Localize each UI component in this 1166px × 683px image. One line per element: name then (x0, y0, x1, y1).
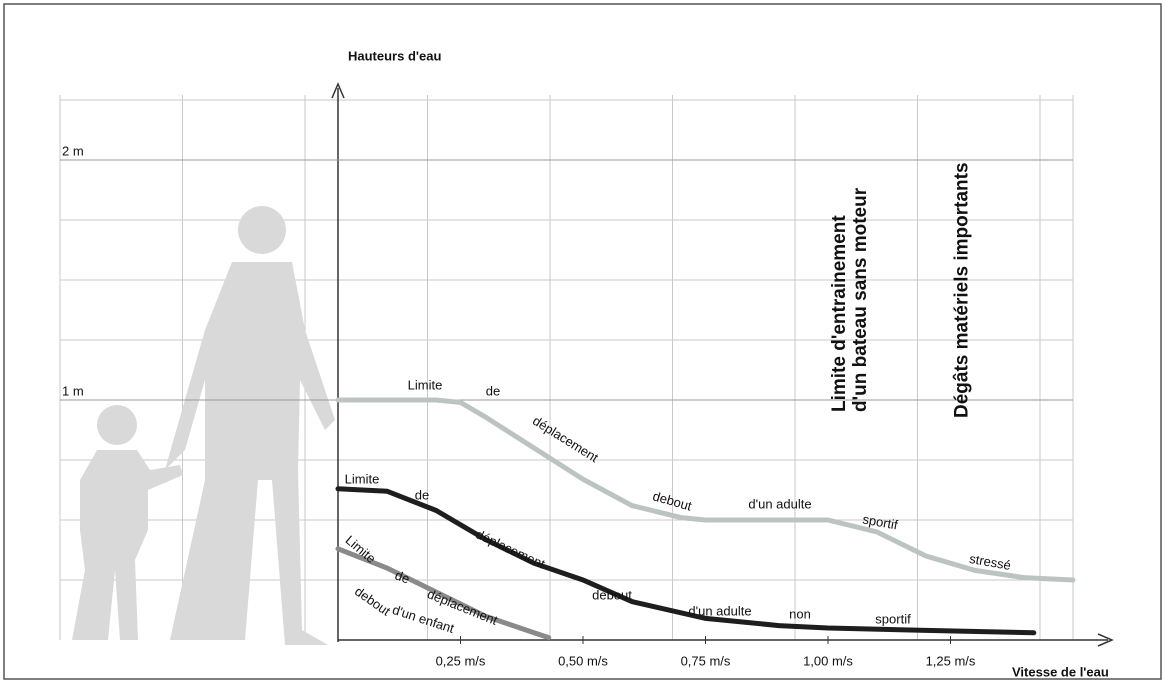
x-tick-label: 0,75 m/s (681, 653, 731, 668)
curve-label: sportif (875, 611, 911, 626)
curve-label: d'un adulte (688, 603, 751, 618)
x-tick-label: 0,50 m/s (558, 653, 608, 668)
silhouettes (72, 206, 335, 645)
curve-label: Limite (345, 471, 380, 486)
curve-label: non (789, 606, 811, 621)
x-tick-label: 1,00 m/s (803, 653, 853, 668)
y-axis-arrow (331, 82, 345, 99)
curve (335, 397, 1076, 583)
curve-label: Limite (408, 377, 443, 392)
curve-label: debout (592, 587, 632, 602)
curve (335, 546, 552, 641)
x-tick-label: 1,25 m/s (926, 653, 976, 668)
curve-label: d'un adulte (748, 496, 811, 511)
curve-label: debout (352, 584, 393, 619)
curve (335, 486, 1037, 636)
x-tick-label: 0,25 m/s (436, 653, 486, 668)
y-tick-label: 2 m (62, 143, 84, 158)
curve-label: de (486, 383, 500, 398)
curve-label: stressé (968, 551, 1012, 573)
y-axis-label: Hauteurs d'eau (348, 48, 441, 63)
vertical-annotation: d'un bateau sans moteur (850, 187, 871, 412)
x-axis-arrow (1097, 633, 1114, 647)
curve-label: de (415, 487, 429, 502)
curve-label: de (393, 567, 412, 586)
curve-label: déplacement (474, 527, 548, 572)
vertical-annotation: Limite d'entrainement (829, 215, 850, 412)
y-tick-label: 1 m (62, 383, 84, 398)
vertical-annotation: Dégâts matériels importants (952, 162, 973, 418)
x-axis-label: Vitesse de l'eau (1012, 664, 1109, 679)
curve-label: déplacement (530, 413, 601, 465)
curve-label: sportif (861, 511, 899, 532)
frame (3, 3, 1162, 680)
curve-label: Limite (343, 532, 379, 566)
